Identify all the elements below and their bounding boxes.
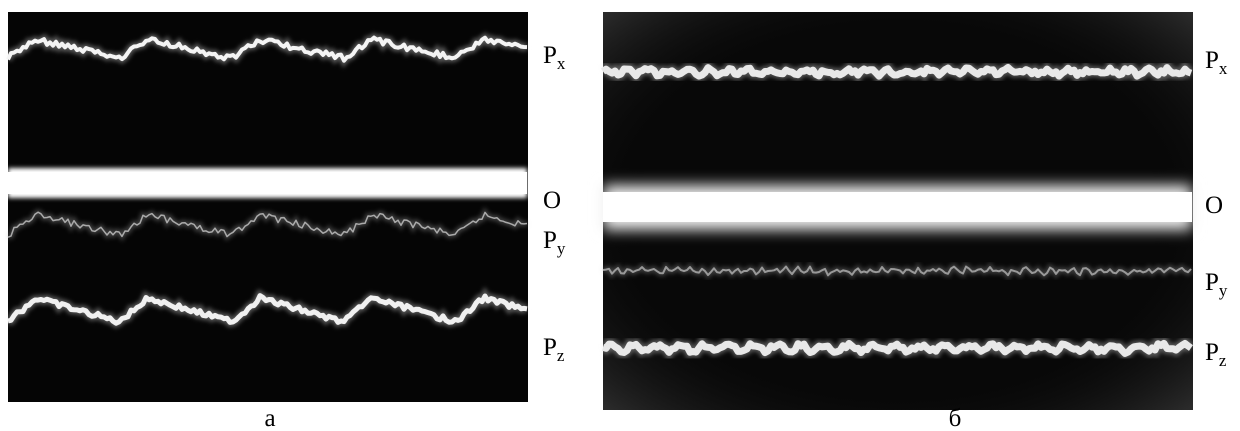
trace-label: O bbox=[1205, 192, 1223, 219]
label-sub: x bbox=[557, 54, 566, 73]
trace bbox=[601, 339, 1194, 357]
label-main: P bbox=[543, 42, 557, 69]
panel-caption: а bbox=[264, 405, 275, 431]
trace bbox=[7, 211, 528, 238]
label-main: O bbox=[1205, 192, 1223, 219]
zero-line bbox=[8, 172, 527, 194]
zero-line bbox=[603, 192, 1192, 222]
trace bbox=[7, 293, 528, 326]
label-sub: y bbox=[557, 239, 566, 258]
trace-label: O bbox=[543, 187, 561, 214]
label-main: P bbox=[1205, 339, 1219, 366]
trace bbox=[6, 35, 528, 63]
label-main: P bbox=[1205, 269, 1219, 296]
traces bbox=[4, 32, 1195, 362]
trace-label: Py bbox=[1205, 269, 1228, 300]
trace bbox=[600, 64, 1193, 80]
trace-label: Pz bbox=[543, 334, 565, 365]
trace-label: Pz bbox=[1205, 339, 1227, 370]
label-sub: z bbox=[1219, 351, 1227, 370]
trace-label: Py bbox=[543, 227, 566, 258]
trace-label: Px bbox=[543, 42, 566, 73]
panel-caption: б bbox=[949, 405, 962, 431]
trace bbox=[602, 265, 1192, 277]
label-sub: z bbox=[557, 346, 565, 365]
label-main: P bbox=[543, 334, 557, 361]
oscillogram-a bbox=[8, 12, 528, 402]
trace-label: Px bbox=[1205, 47, 1228, 78]
label-main: O bbox=[543, 187, 561, 214]
label-sub: y bbox=[1219, 281, 1228, 300]
label-sub: x bbox=[1219, 59, 1228, 78]
label-main: P bbox=[1205, 47, 1219, 74]
label-main: P bbox=[543, 227, 557, 254]
